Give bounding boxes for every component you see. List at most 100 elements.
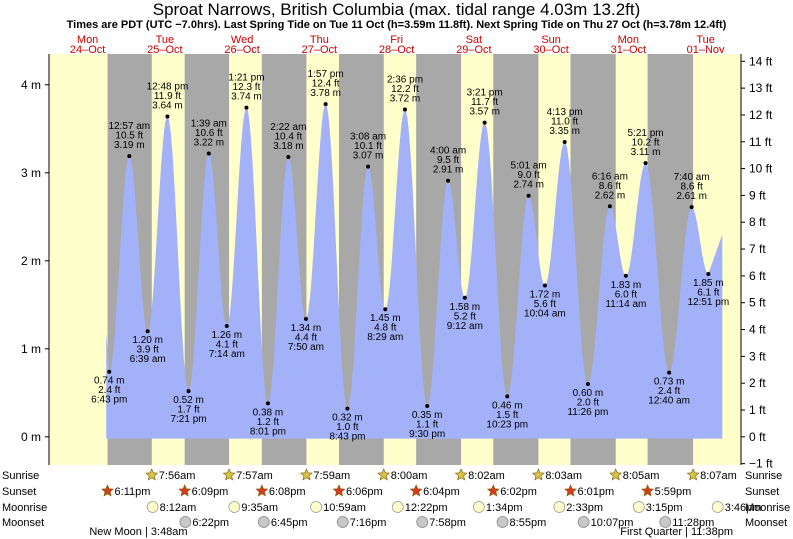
right-tick-label: 5 ft — [749, 296, 766, 310]
high-tide-label: 10.6 ft — [195, 128, 223, 139]
tide-point — [286, 154, 291, 159]
sunrise-time: 8:03am — [545, 470, 582, 482]
tide-point — [366, 164, 371, 169]
low-tide-label: 10:04 am — [524, 308, 566, 319]
high-tide-label: 4:13 pm — [547, 107, 583, 118]
day-date: 31–Oct — [611, 44, 646, 56]
moonset-time: 11:28pm — [672, 517, 714, 529]
high-tide-label: 3.74 m — [231, 92, 262, 103]
low-tide-label: 9:30 pm — [409, 429, 445, 440]
sunrise-time: 7:56am — [159, 470, 196, 482]
low-tide-label: 4.8 ft — [374, 323, 396, 334]
right-tick-label: 13 ft — [749, 81, 773, 95]
moonrise-icon — [146, 501, 159, 513]
tide-area — [106, 104, 723, 439]
low-tide-label: 10:23 pm — [486, 419, 528, 430]
high-tide-label: 10.1 ft — [354, 141, 382, 152]
high-tide-label: 1:57 pm — [308, 69, 344, 80]
high-tide-label: 5:01 am — [511, 161, 547, 172]
sunset-star-icon — [641, 484, 655, 497]
low-tide-label: 0.60 m — [573, 388, 604, 399]
row-label-right: Moonset — [745, 517, 787, 529]
chart-subtitle: Times are PDT (UTC −7.0hrs). Last Spring… — [66, 19, 727, 31]
sunrise-time: 7:57am — [236, 470, 273, 482]
high-tide-label: 12.4 ft — [312, 79, 340, 90]
high-tide-label: 3.22 m — [194, 137, 225, 148]
moonset-time: 7:16pm — [350, 517, 387, 529]
chart-title: Sproat Narrows, British Columbia (max. t… — [152, 0, 641, 19]
tide-point — [323, 102, 328, 107]
sunrise-time: 8:07am — [700, 470, 737, 482]
high-tide-label: 3:08 am — [350, 132, 386, 143]
sunset-star-icon — [178, 484, 192, 497]
high-tide-label: 2:36 pm — [387, 74, 423, 85]
sunset-time: 6:09pm — [192, 486, 229, 498]
moonrise-time: 10:59am — [323, 502, 366, 514]
low-tide-label: 7:21 pm — [170, 414, 206, 425]
sunset-time: 6:06pm — [346, 486, 383, 498]
moonrise-time: 3:46pm — [725, 502, 762, 514]
low-tide-label: 7:14 am — [209, 349, 245, 360]
day-date: 29–Oct — [456, 44, 491, 56]
low-tide-label: 0.38 m — [253, 407, 284, 418]
right-tick-label: 1 ft — [749, 403, 766, 417]
axes: 4 m 3 m 2 m 1 m 0 m 14 ft 13 ft 12 ft 11 ft 10 ft… — [21, 54, 773, 471]
day-date: 30–Oct — [533, 44, 568, 56]
low-tide-label: 2.4 ft — [98, 385, 120, 396]
low-tide-label: 11:26 pm — [567, 407, 608, 418]
low-tide-label: 0.73 m — [654, 377, 685, 388]
right-tick-label: −1 ft — [749, 457, 773, 471]
high-tide-label: 3.35 m — [549, 126, 580, 137]
right-tick-label: 11 ft — [749, 135, 772, 149]
moonset-icon — [257, 516, 270, 528]
high-tide-label: 3.11 m — [631, 147, 661, 158]
sun-moon-rows: Sunrise Sunrise Sunset Sunset Moonrise Moonri… — [2, 468, 790, 538]
tide-point — [127, 154, 132, 159]
moon-phase-label: First Quarter | 11:38pm — [620, 526, 733, 538]
low-tide-label: 1.26 m — [211, 330, 242, 341]
high-tide-label: 12:57 am — [108, 121, 150, 132]
moonset-icon — [659, 516, 672, 528]
sunrise-star-icon — [609, 468, 623, 481]
day-date: 26–Oct — [224, 44, 259, 56]
sunrise-time: 8:05am — [623, 470, 660, 482]
tide-point — [165, 114, 170, 119]
tide-point — [623, 273, 628, 278]
low-tide-label: 1.83 m — [611, 280, 642, 291]
moonset-icon — [577, 516, 590, 528]
left-tick-label: 2 m — [21, 254, 41, 268]
low-tide-label: 12:51 pm — [687, 297, 729, 308]
right-tick-label: 4 ft — [749, 323, 766, 337]
low-tide-label: 1.72 m — [530, 289, 561, 300]
low-tide-label: 0.46 m — [492, 400, 523, 411]
moonset-icon — [496, 516, 509, 528]
row-label-left: Sunrise — [2, 470, 39, 482]
high-tide-label: 3.57 m — [469, 107, 500, 118]
low-tide-label: 5.2 ft — [454, 311, 476, 322]
high-tide-label: 12:48 pm — [147, 81, 189, 92]
sunset-star-icon — [255, 484, 269, 497]
high-tide-label: 2.74 m — [513, 180, 544, 191]
moonrise-icon — [711, 501, 724, 513]
sunrise-time: 8:02am — [468, 470, 505, 482]
day-name: Sun — [541, 34, 561, 46]
high-tide-label: 1:21 pm — [228, 73, 264, 84]
moonset-time: 10:07pm — [591, 517, 634, 529]
tide-point — [526, 193, 531, 198]
high-tide-label: 12.3 ft — [233, 82, 261, 93]
right-tick-label: 6 ft — [749, 269, 766, 283]
high-tide-label: 3.19 m — [114, 140, 145, 151]
high-tide-label: 1:39 am — [191, 118, 227, 129]
low-tide-label: 4.1 ft — [216, 339, 238, 350]
tide-point — [643, 161, 648, 166]
moonset-time: 6:22pm — [192, 517, 229, 529]
moonrise-icon — [632, 501, 645, 513]
day-name: Mon — [618, 34, 639, 46]
day-name: Tue — [696, 34, 715, 46]
low-tide-label: 4.4 ft — [295, 332, 317, 343]
sunrise-star-icon — [531, 468, 545, 481]
moonrise-icon — [472, 501, 485, 513]
tide-point — [303, 316, 308, 321]
low-tide-label: 6.0 ft — [615, 289, 637, 300]
